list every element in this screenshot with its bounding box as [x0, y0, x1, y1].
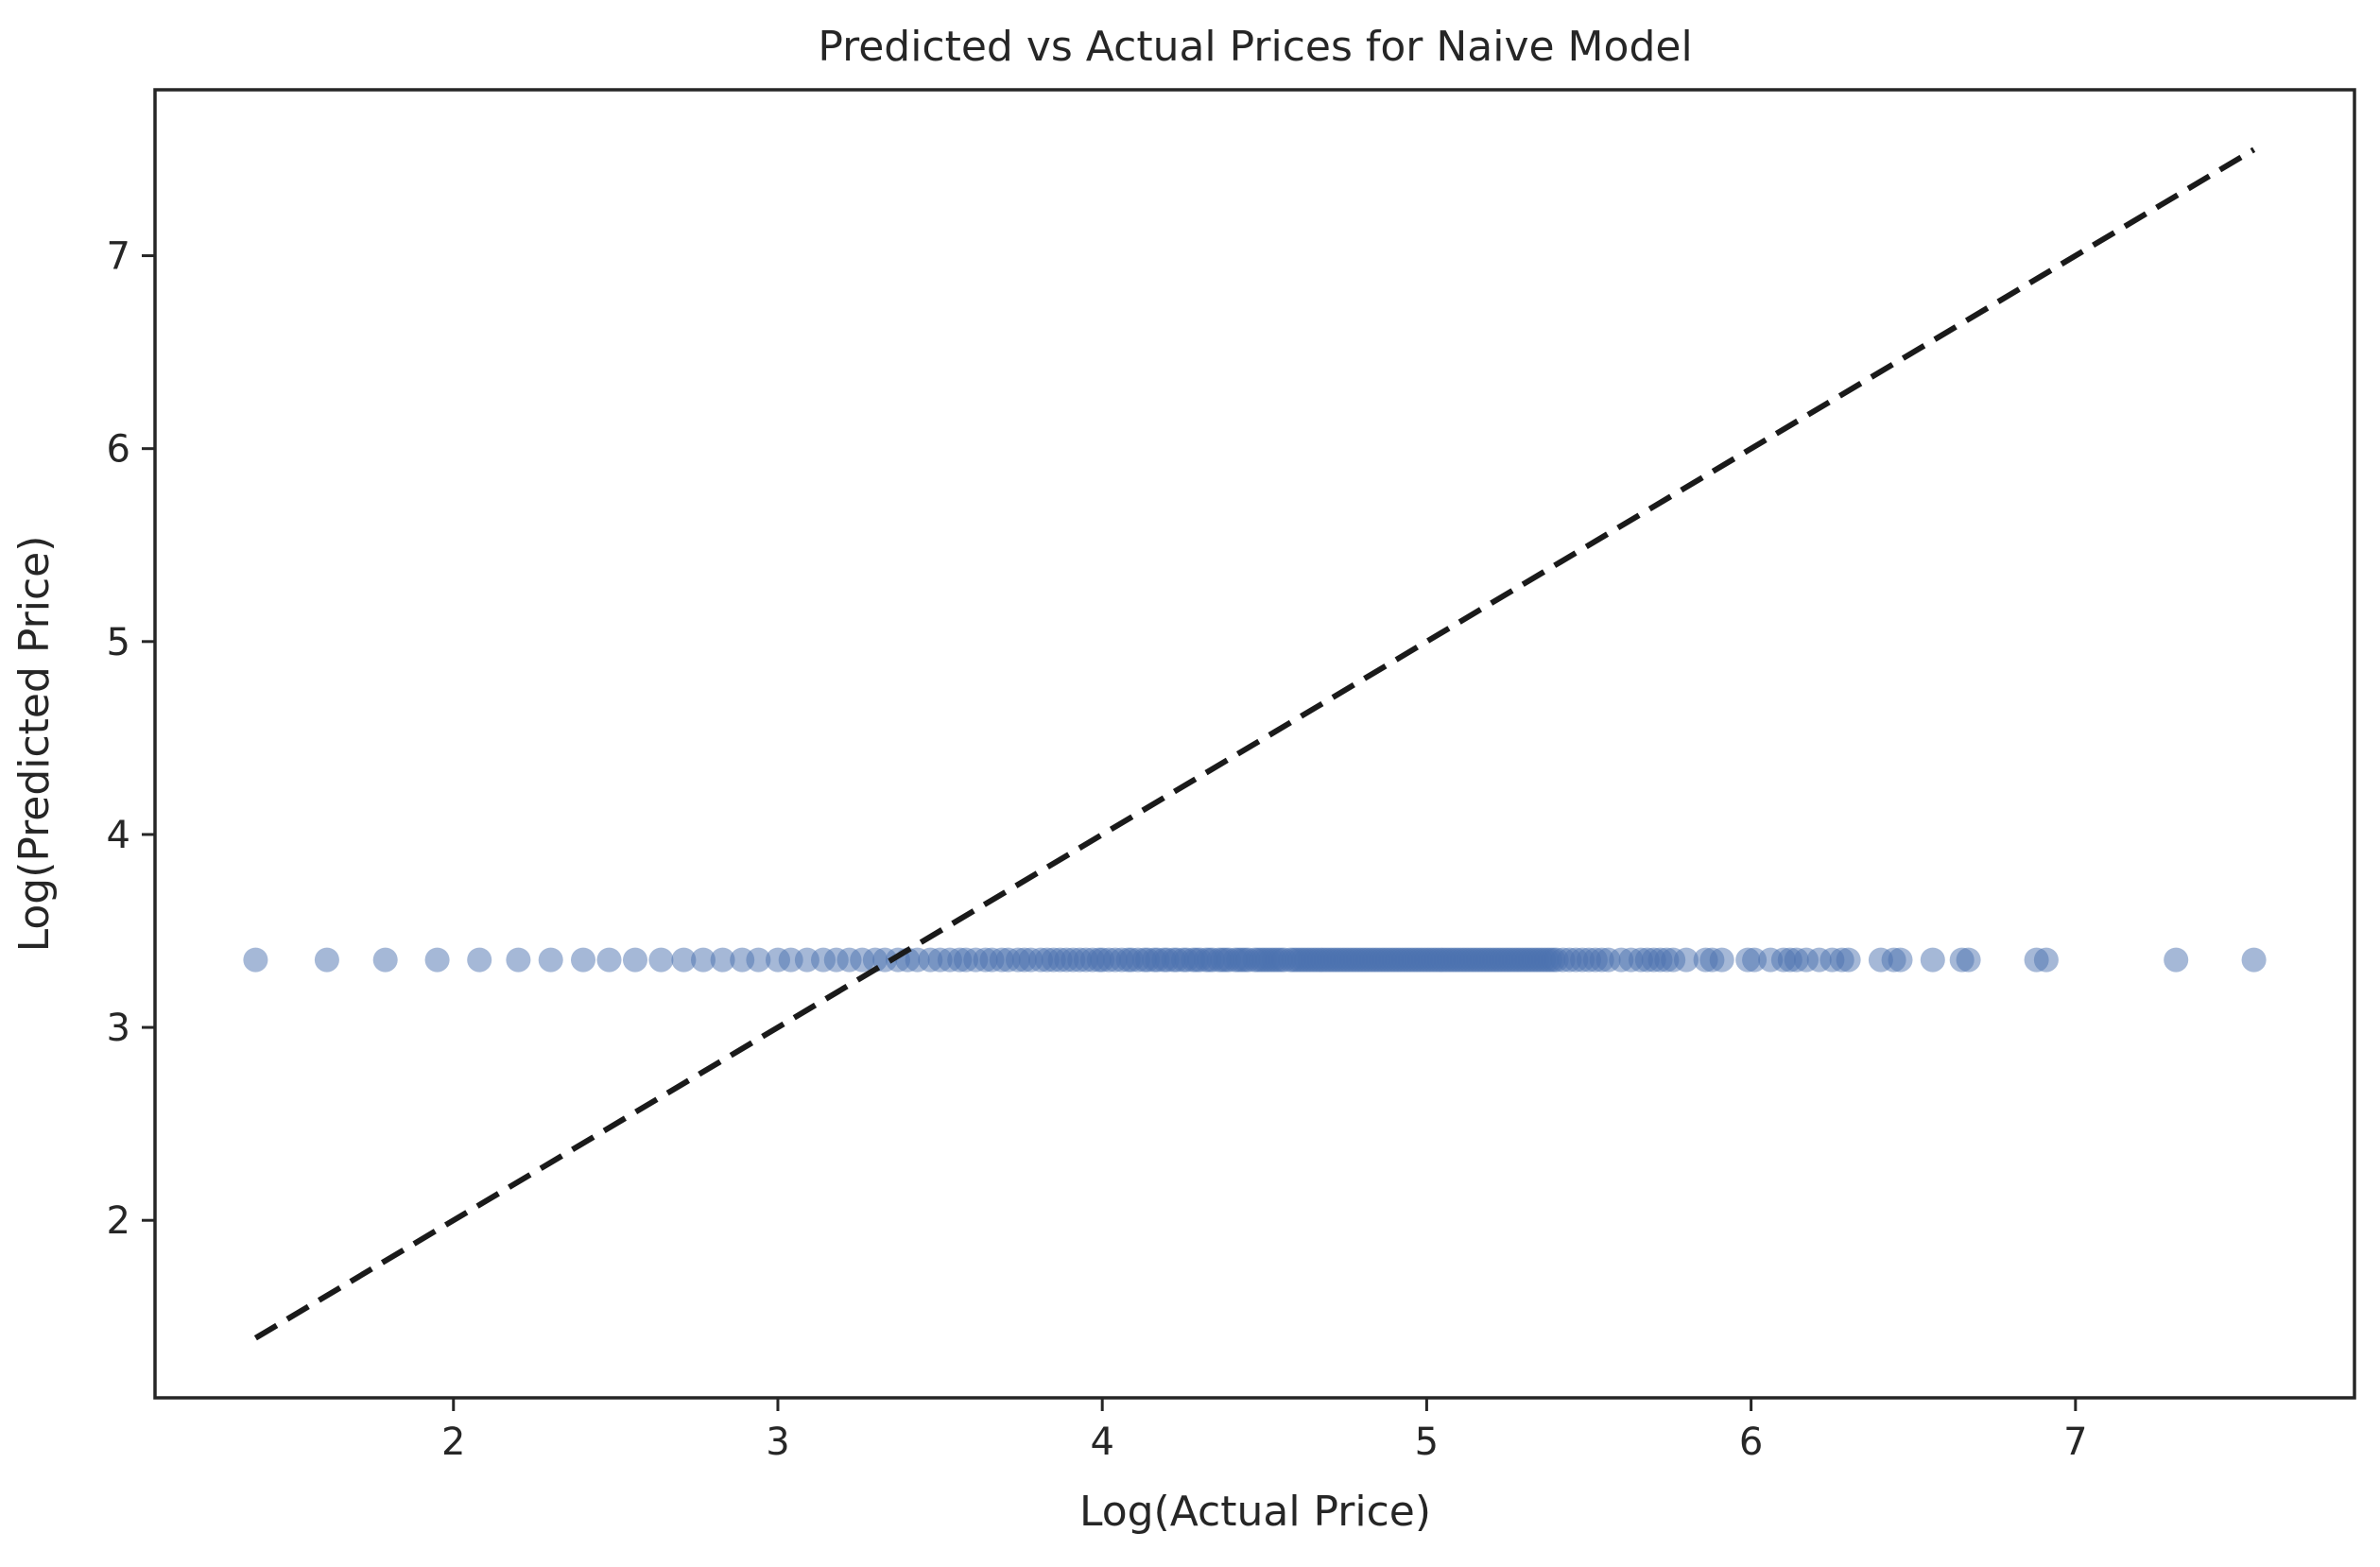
- x-tick-label: 3: [766, 1421, 789, 1464]
- y-tick-label: 7: [107, 235, 130, 279]
- data-point: [467, 947, 492, 973]
- x-tick-label: 7: [2063, 1421, 2087, 1464]
- y-tick-label: 2: [107, 1199, 130, 1243]
- y-tick-label: 4: [107, 814, 130, 857]
- data-point: [243, 947, 268, 973]
- y-tick-label: 6: [107, 428, 130, 472]
- data-point: [1709, 947, 1734, 973]
- y-axis-title: Log(Predicted Price): [10, 536, 59, 953]
- data-point: [506, 947, 531, 973]
- data-point: [1674, 947, 1699, 973]
- data-point: [596, 947, 622, 973]
- data-point: [372, 947, 398, 973]
- x-axis-title: Log(Actual Price): [1079, 1488, 1431, 1536]
- data-point: [691, 947, 716, 973]
- y-tick-label: 3: [107, 1007, 130, 1050]
- x-tick-label: 2: [441, 1421, 465, 1464]
- data-point: [648, 947, 674, 973]
- x-tick-label: 4: [1090, 1421, 1113, 1464]
- x-tick-label: 5: [1415, 1421, 1439, 1464]
- data-point: [746, 947, 771, 973]
- data-point: [671, 947, 697, 973]
- reference-line-y-equals-x: [253, 146, 2256, 1341]
- y-axis-ticks: 2 3 4 5 6 7: [107, 235, 155, 1243]
- data-points: [243, 947, 2267, 973]
- data-point: [2241, 947, 2267, 973]
- x-axis-ticks: 2 3 4 5 6 7: [441, 1398, 2088, 1464]
- data-point: [1920, 947, 1945, 973]
- data-point: [424, 947, 450, 973]
- data-point: [2164, 947, 2189, 973]
- data-point: [2033, 947, 2059, 973]
- data-point: [710, 947, 735, 973]
- chart-title: Predicted vs Actual Prices for Naive Mod…: [818, 23, 1692, 71]
- data-point: [571, 947, 595, 973]
- x-tick-label: 6: [1739, 1421, 1763, 1464]
- data-point: [1888, 947, 1913, 973]
- data-point: [1956, 947, 1981, 973]
- data-point: [623, 947, 647, 973]
- data-point: [538, 947, 563, 973]
- plot-area-frame: [153, 88, 2356, 1400]
- y-tick-label: 5: [107, 621, 130, 664]
- data-point: [314, 947, 339, 973]
- data-point: [1836, 947, 1861, 973]
